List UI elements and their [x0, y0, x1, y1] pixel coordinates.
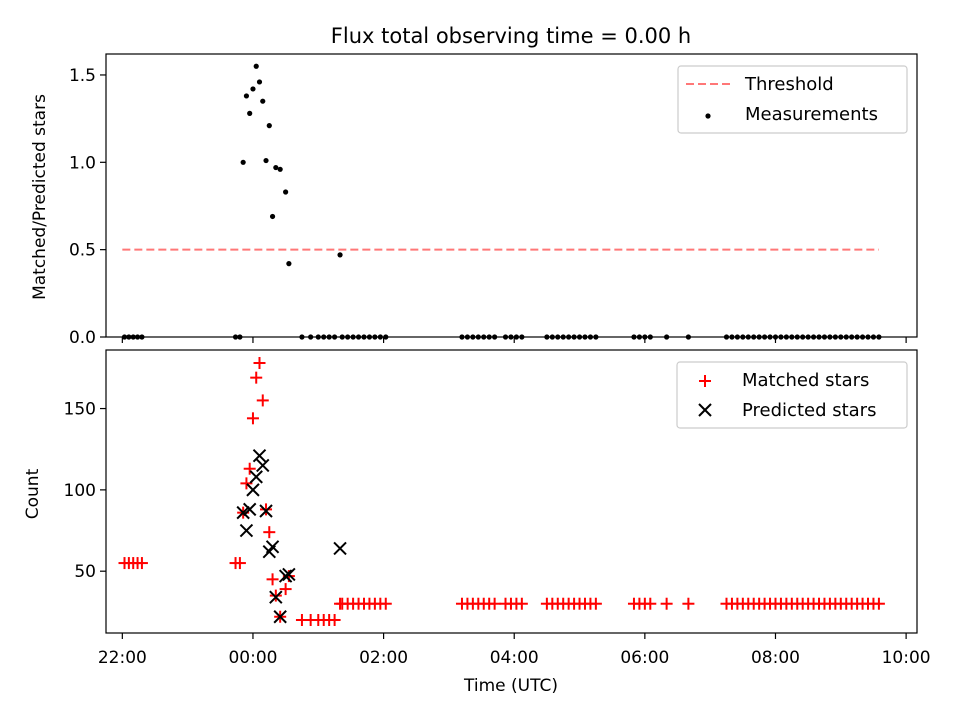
- matched-star-point: [253, 357, 266, 370]
- bottom-y-tick-label: 50: [74, 562, 96, 582]
- predicted-legend-label: Predicted stars: [742, 400, 876, 421]
- measurement-point: [337, 252, 343, 258]
- predicted-star-point: [269, 590, 283, 604]
- predicted-star-point: [246, 483, 260, 497]
- predicted-star-point: [239, 523, 254, 538]
- x-tick-label: 04:00: [490, 648, 539, 668]
- bottom-panel: Count Time (UTC) 50 100 150 22:00 00:00 02:00…: [23, 349, 931, 696]
- bottom-y-tick-label: 100: [64, 481, 96, 501]
- matched-star-point: [379, 597, 392, 610]
- top-legend: Threshold Measurements: [677, 65, 908, 134]
- measurement-point: [273, 164, 279, 171]
- measurement-point: [277, 166, 283, 172]
- predicted-star-point: [273, 610, 287, 624]
- bottom-axes: 50 100 150 22:00 00:00 02:00 04:00 06:00 08:00 10…: [64, 400, 931, 668]
- predicted-star-point: [256, 458, 270, 473]
- measurement-point: [283, 189, 289, 195]
- predicted-star-point: [282, 567, 296, 582]
- measurement-point: [286, 261, 292, 267]
- measurement-point: [263, 157, 269, 164]
- matched-star-point: [250, 371, 263, 384]
- predicted-star-point: [242, 502, 257, 517]
- measurements-legend-swatch: [705, 113, 711, 119]
- x-tick-label: 06:00: [620, 648, 669, 668]
- bottom-legend: Matched stars Predicted stars: [676, 361, 908, 429]
- top-plot-frame: [105, 53, 918, 338]
- bottom-plot-frame: [105, 349, 918, 634]
- top-y-tick-label: 1.5: [69, 66, 96, 86]
- measurement-point: [260, 98, 266, 104]
- x-tick-label: 22:00: [98, 648, 147, 668]
- x-axis-label: Time (UTC): [463, 676, 558, 696]
- matched-star-point: [660, 597, 673, 610]
- matched-star-point: [488, 597, 501, 610]
- measurement-point: [250, 86, 256, 92]
- measurement-point: [269, 213, 276, 220]
- matched-legend-label: Matched stars: [742, 370, 869, 391]
- matched-star-point: [515, 597, 528, 610]
- predicted-star-point: [265, 540, 280, 554]
- matched-star-point: [263, 526, 276, 539]
- predicted-star-point: [333, 541, 347, 556]
- bottom-legend-box: [676, 361, 908, 429]
- matched-star-point: [279, 583, 292, 596]
- matched-star-point: [240, 477, 253, 490]
- predicted-legend-swatch: [698, 403, 712, 417]
- chart-title: Flux total observing time = 0.00 h: [331, 24, 691, 48]
- x-tick-label: 08:00: [751, 648, 800, 668]
- top-axes: 0.0 0.5 1.0 1.5: [69, 66, 907, 348]
- top-y-tick-label: 0.5: [69, 241, 96, 261]
- matched-star-point: [233, 557, 246, 570]
- predicted-star-point: [278, 569, 293, 583]
- x-tick-label: 02:00: [359, 648, 408, 668]
- x-tick-label: 00:00: [228, 648, 277, 668]
- matched-star-point: [260, 503, 273, 516]
- matched-star-point: [872, 597, 885, 610]
- top-y-axis-label: Matched/Predicted stars: [30, 94, 50, 300]
- threshold-legend-label: Threshold: [744, 74, 834, 95]
- matched-legend-swatch: [699, 375, 711, 387]
- matched-star-point: [589, 597, 602, 610]
- predicted-star-point: [252, 449, 267, 463]
- bottom-y-axis-label: Count: [23, 468, 43, 519]
- top-y-tick-label: 1.0: [69, 153, 96, 173]
- top-legend-box: [677, 65, 908, 134]
- bottom-plot-marks: [118, 357, 885, 626]
- matched-star-point: [328, 613, 341, 626]
- measurement-point: [247, 110, 253, 116]
- matched-star-point: [266, 573, 279, 586]
- top-panel: Flux total observing time = 0.00 h Match…: [30, 24, 918, 348]
- predicted-star-point: [236, 505, 250, 520]
- matched-star-point: [269, 589, 282, 602]
- matched-star-point: [644, 597, 657, 610]
- matched-star-point: [246, 412, 259, 425]
- measurement-point: [243, 93, 250, 99]
- matched-star-point: [135, 557, 148, 570]
- measurement-point: [266, 123, 272, 129]
- bottom-y-tick-label: 150: [64, 400, 96, 420]
- matched-star-point: [256, 394, 269, 407]
- matched-star-point: [243, 462, 256, 475]
- measurement-point: [256, 79, 263, 85]
- top-y-tick-label: 0.0: [69, 328, 96, 348]
- matched-star-point: [682, 597, 695, 610]
- predicted-star-point: [249, 470, 263, 484]
- measurement-point: [240, 159, 246, 165]
- measurements-legend-label: Measurements: [745, 104, 878, 125]
- x-tick-label: 10:00: [882, 648, 931, 668]
- predicted-star-point: [259, 504, 273, 518]
- measurement-point: [253, 63, 259, 69]
